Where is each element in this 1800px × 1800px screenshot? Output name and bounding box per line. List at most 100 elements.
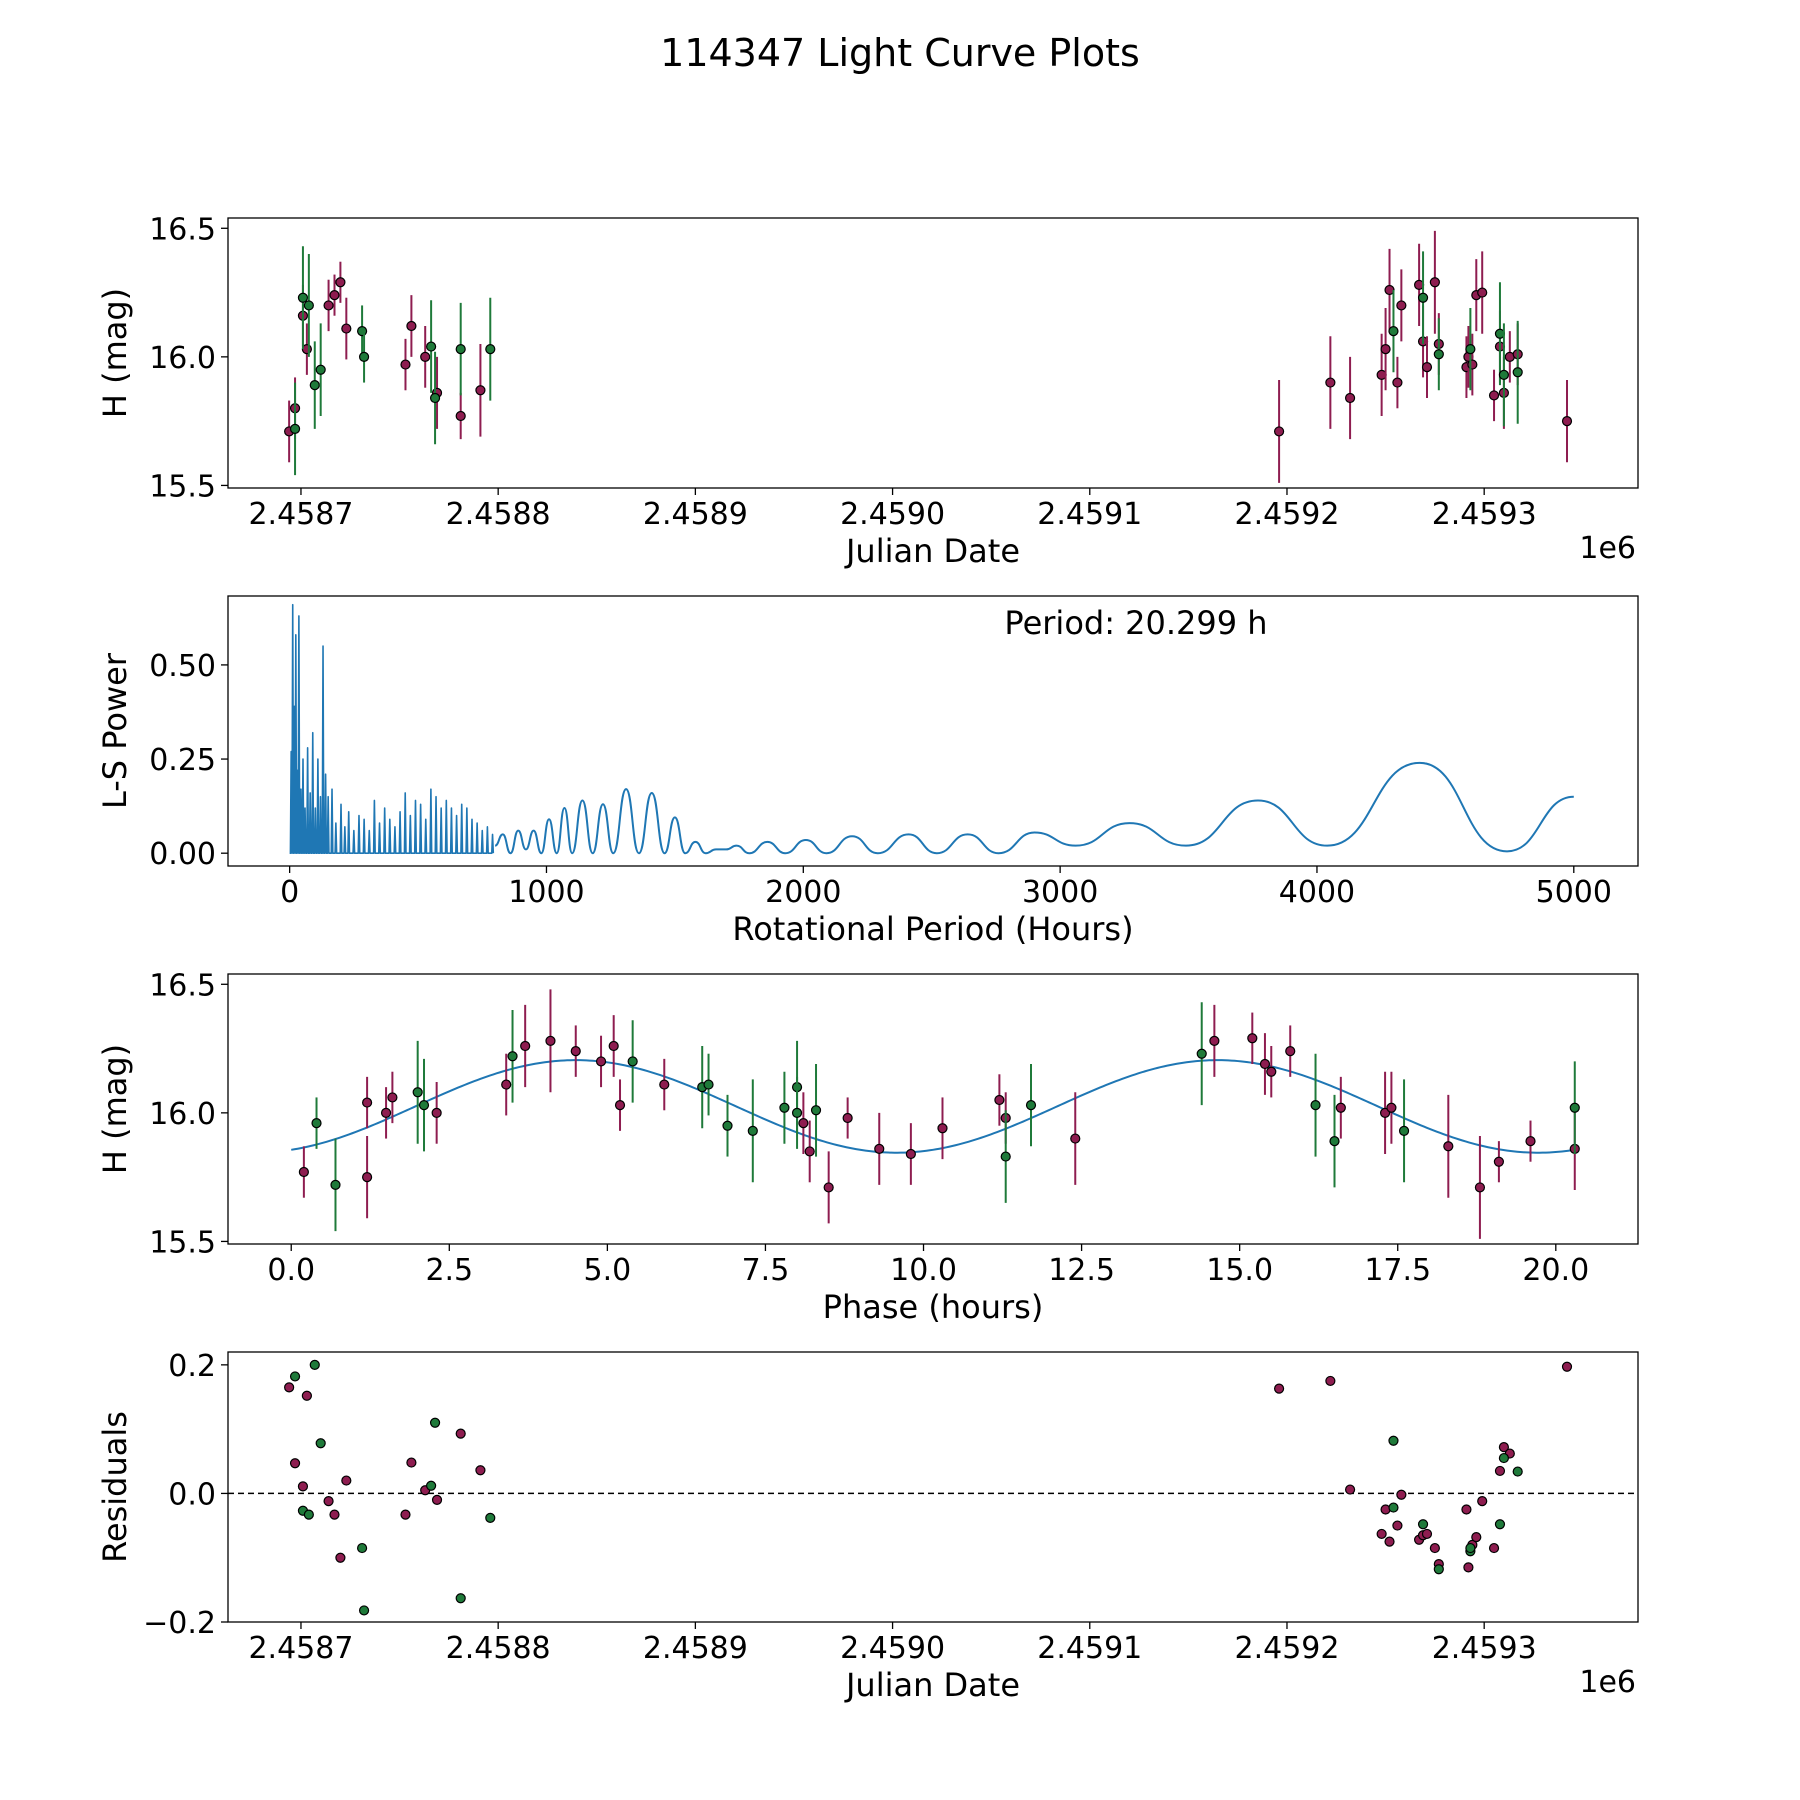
residuals-xtick-label: 2.4592 bbox=[1234, 1631, 1339, 1666]
phased-ytick-label: 16.0 bbox=[149, 1097, 216, 1132]
phased-point bbox=[1196, 1048, 1207, 1059]
phased-xtick-label: 0.0 bbox=[267, 1253, 315, 1288]
phased-point bbox=[1525, 1136, 1536, 1147]
residuals-point bbox=[1325, 1375, 1336, 1387]
phased-ytick-label: 16.5 bbox=[149, 968, 216, 1003]
phased-point bbox=[1443, 1141, 1454, 1152]
phased-point bbox=[387, 1092, 398, 1103]
lightcurve-point bbox=[1467, 359, 1478, 370]
phased-point bbox=[1474, 1182, 1486, 1193]
lightcurve-point bbox=[1325, 377, 1336, 388]
phased-point bbox=[1025, 1100, 1037, 1111]
residuals-point bbox=[455, 1428, 466, 1439]
phased-point bbox=[659, 1079, 670, 1090]
phased-point bbox=[810, 1105, 822, 1116]
periodogram-spikes bbox=[289, 603, 495, 854]
residuals-plot-frame bbox=[227, 1351, 1639, 1623]
phased-point bbox=[595, 1056, 607, 1067]
lightcurve-point bbox=[400, 359, 411, 370]
phased-marks bbox=[291, 989, 1580, 1239]
residuals-panel: 2.4587 2.4588 2.4589 2.4590 2.4591 2.4592 2.45… bbox=[96, 1349, 1639, 1704]
residuals-point bbox=[1471, 1532, 1482, 1543]
phased-point bbox=[1386, 1102, 1397, 1113]
phased-ytick-label: 15.5 bbox=[149, 1225, 216, 1260]
periodogram-xtick-label: 2000 bbox=[765, 875, 841, 910]
residuals-xtick-label: 2.4593 bbox=[1432, 1631, 1537, 1666]
residuals-point bbox=[323, 1496, 334, 1507]
lightcurve-point bbox=[426, 341, 437, 352]
lightcurve-point bbox=[1488, 390, 1500, 401]
phased-point bbox=[1209, 1035, 1220, 1046]
residuals-ytick-label: 0.0 bbox=[168, 1477, 216, 1512]
periodogram-curve bbox=[494, 761, 1574, 855]
lightcurve-point bbox=[1429, 277, 1440, 288]
phased-point bbox=[501, 1079, 512, 1090]
periodogram-panel: 0 1000 2000 3000 4000 5000 0.00 0.25 0.50 Rotati… bbox=[96, 595, 1639, 948]
phased-point bbox=[842, 1112, 853, 1124]
phased-point bbox=[330, 1179, 341, 1190]
lightcurve-y-label: H (mag) bbox=[96, 288, 134, 418]
residuals-point bbox=[1429, 1542, 1440, 1554]
residuals-point bbox=[289, 1371, 301, 1382]
lightcurve-point bbox=[1433, 349, 1444, 360]
residuals-point bbox=[1461, 1504, 1472, 1515]
periodogram-y-label: L-S Power bbox=[96, 652, 134, 809]
residuals-y-label: Residuals bbox=[96, 1411, 134, 1563]
lightcurve-x-label: Julian Date bbox=[844, 532, 1020, 570]
lightcurve-xtick-label: 2.4588 bbox=[446, 497, 551, 532]
phased-xtick-label: 20.0 bbox=[1522, 1253, 1589, 1288]
phased-point bbox=[614, 1100, 626, 1111]
residuals-axes: 2.4587 2.4588 2.4589 2.4590 2.4591 2.4592 2.45… bbox=[143, 1349, 1537, 1666]
phased-point bbox=[722, 1120, 733, 1131]
lightcurve-ytick-label: 16.0 bbox=[149, 341, 216, 376]
lightcurve-xtick-label: 2.4590 bbox=[840, 497, 945, 532]
lightcurve-point bbox=[455, 344, 466, 355]
lightcurve-point bbox=[1388, 326, 1399, 337]
residuals-point bbox=[297, 1481, 309, 1492]
lightcurve-point bbox=[455, 410, 466, 422]
lightcurve-point bbox=[1417, 292, 1429, 303]
phased-xtick-label: 5.0 bbox=[584, 1253, 632, 1288]
phased-point bbox=[937, 1123, 948, 1134]
lightcurve-xtick-label: 2.4592 bbox=[1234, 497, 1339, 532]
phased-point bbox=[380, 1107, 392, 1118]
periodogram-ytick-label: 0.00 bbox=[149, 837, 216, 872]
residuals-xtick-label: 2.4587 bbox=[248, 1631, 353, 1666]
residuals-point bbox=[426, 1480, 437, 1491]
lightcurve-point bbox=[1512, 367, 1523, 378]
period-annotation: Period: 20.299 h bbox=[1004, 604, 1267, 642]
residuals-point bbox=[1273, 1383, 1285, 1394]
residuals-point bbox=[1417, 1519, 1429, 1530]
periodogram-ytick-label: 0.25 bbox=[149, 743, 216, 778]
lightcurve-xtick-label: 2.4591 bbox=[1037, 497, 1142, 532]
phased-axes: 0.0 2.5 5.0 7.5 10.0 12.5 15.0 17.5 20.0 15.5 16.0… bbox=[149, 968, 1589, 1288]
residuals-point bbox=[1433, 1564, 1444, 1575]
residuals-point bbox=[1494, 1465, 1506, 1477]
residuals-xtick-label: 2.4589 bbox=[643, 1631, 748, 1666]
phased-xtick-label: 15.0 bbox=[1206, 1253, 1273, 1288]
phased-point bbox=[1259, 1058, 1271, 1070]
lightcurve-point bbox=[289, 423, 301, 434]
periodogram-axes: 0 1000 2000 3000 4000 5000 0.00 0.25 0.50 bbox=[149, 649, 1612, 910]
lightcurve-point bbox=[1561, 416, 1573, 427]
lightcurve-point bbox=[335, 277, 346, 288]
phased-xtick-label: 17.5 bbox=[1364, 1253, 1431, 1288]
lightcurve-point bbox=[358, 351, 370, 362]
phased-point bbox=[1310, 1100, 1321, 1111]
phased-point bbox=[874, 1143, 885, 1154]
phased-point bbox=[627, 1056, 638, 1067]
phased-point bbox=[1285, 1046, 1296, 1057]
lightcurve-xtick-label: 2.4589 bbox=[643, 497, 748, 532]
residuals-point bbox=[1388, 1435, 1399, 1446]
residuals-point bbox=[1477, 1496, 1488, 1507]
phased-point bbox=[791, 1107, 803, 1118]
residuals-point bbox=[1498, 1452, 1510, 1464]
periodogram-xtick-label: 3000 bbox=[1022, 875, 1098, 910]
lightcurve-ytick-label: 16.5 bbox=[149, 212, 216, 247]
lightcurve-point bbox=[323, 300, 334, 311]
lightcurve-point bbox=[420, 351, 431, 362]
residuals-point bbox=[303, 1509, 314, 1520]
lightcurve-marks bbox=[284, 230, 1573, 483]
residuals-point bbox=[1392, 1520, 1403, 1531]
